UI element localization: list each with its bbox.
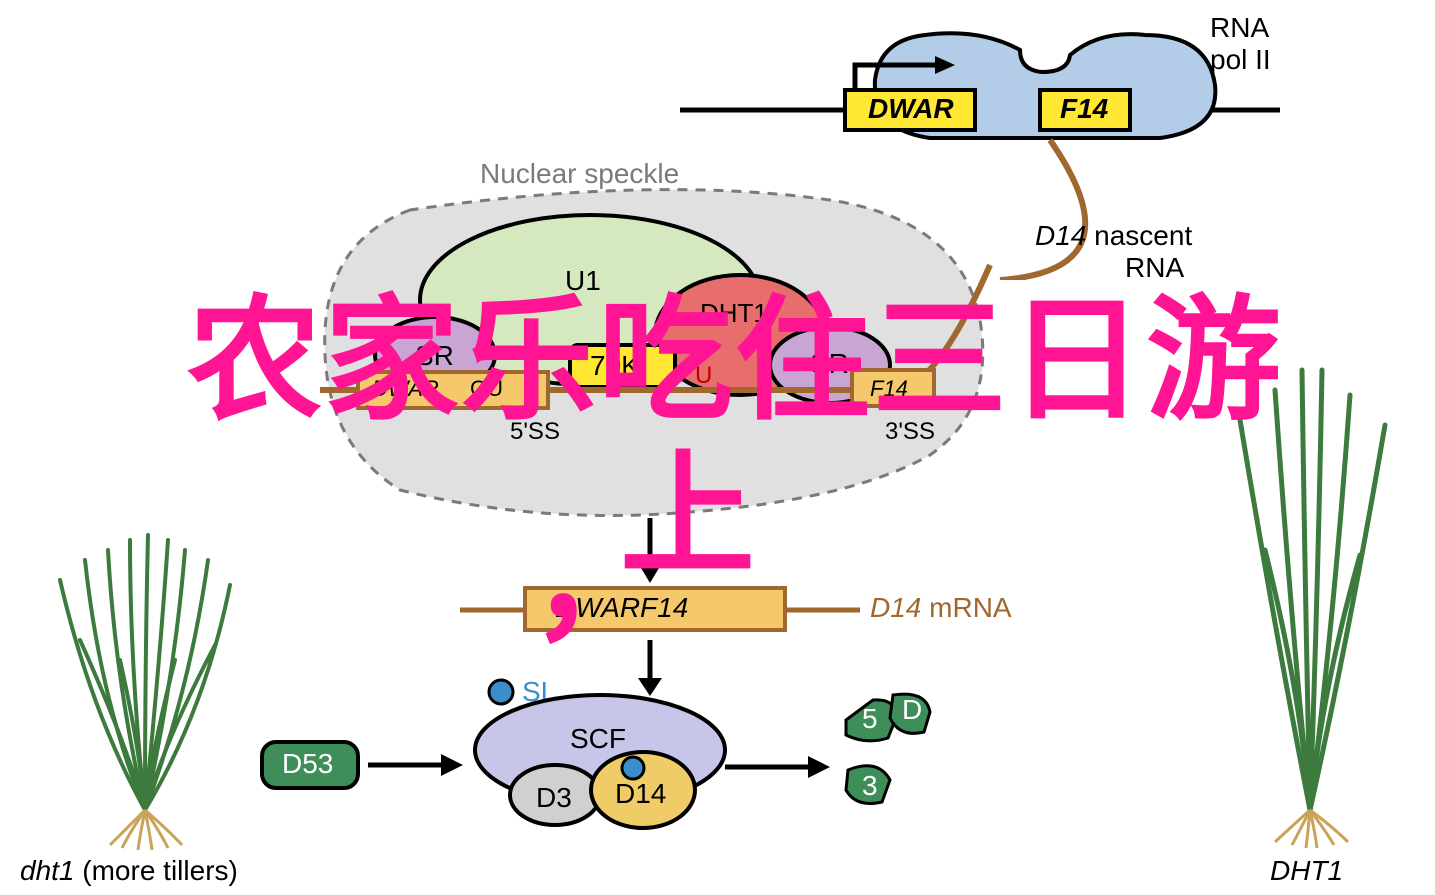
mrna-word: mRNA	[929, 592, 1011, 623]
rna-pol-text: RNA pol II	[1210, 12, 1271, 75]
f14-gene-label: F14	[1060, 93, 1108, 125]
d3-label: D3	[536, 782, 572, 814]
plant-right-label: DHT1	[1270, 855, 1343, 887]
dht1-italic: dht1	[20, 855, 75, 886]
dwar-gene-label: DWAR	[868, 93, 954, 125]
nascent-word2: nascent	[1094, 220, 1192, 251]
frag-3: 3	[862, 770, 878, 802]
mrna-side-label: D14 mRNA	[870, 592, 1012, 624]
frag-5: 5	[862, 703, 878, 735]
rna-word: RNA	[1035, 252, 1184, 283]
overlay-line2: 上	[620, 445, 757, 587]
scf-label: SCF	[570, 723, 626, 755]
scf-complex	[465, 690, 755, 830]
overlay-line1: 农家乐吃住三日游	[60, 290, 1410, 432]
d14-label: D14	[615, 778, 666, 810]
d53-label: D53	[282, 748, 333, 780]
arrow-scf-out	[725, 752, 835, 782]
rna-pol-label: RNA pol II	[1210, 12, 1271, 76]
d53-fragments	[838, 690, 948, 820]
arrow-d53-scf	[368, 750, 468, 780]
frag-d: D	[902, 694, 922, 726]
more-tillers: (more tillers)	[82, 855, 238, 886]
plant-left-label: dht1 (more tillers)	[20, 855, 238, 887]
d14-mrna-italic: D14	[870, 592, 921, 623]
d14-italic: D14	[1035, 220, 1086, 251]
plant-left	[30, 460, 260, 850]
nascent-rna-label: D14 nascent RNA	[1035, 220, 1192, 284]
